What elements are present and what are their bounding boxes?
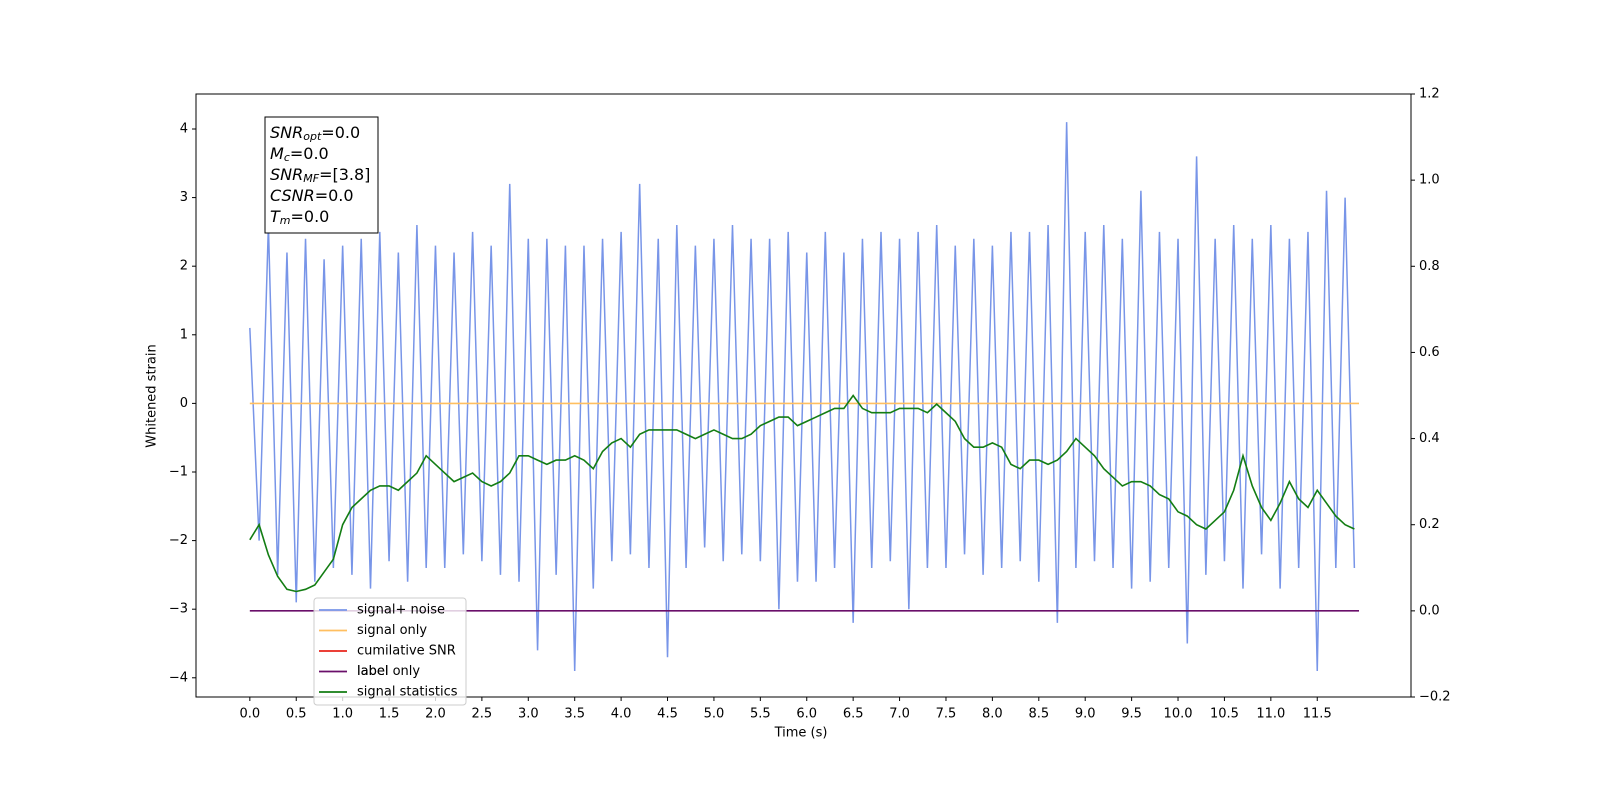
x-tick-label: 9.5 xyxy=(1121,707,1142,722)
stats-line: Mc=0.0 xyxy=(270,144,329,165)
x-tick-label: 6.5 xyxy=(843,707,864,722)
stats-line: Tm=0.0 xyxy=(270,207,329,228)
y2-tick-label: 0.4 xyxy=(1419,431,1440,446)
stats-symbol: SNR xyxy=(270,165,303,184)
stats-line: SNRopt=0.0 xyxy=(270,123,360,144)
y-tick-label: 4 xyxy=(180,121,188,136)
x-tick-label: 9.0 xyxy=(1075,707,1096,722)
x-tick-label: 5.0 xyxy=(704,707,725,722)
x-tick-label: 3.0 xyxy=(518,707,539,722)
y-tick-label: −2 xyxy=(169,533,188,548)
y-tick-label: 2 xyxy=(180,259,188,274)
y-tick-label: −4 xyxy=(169,670,188,685)
x-tick-label: 5.5 xyxy=(750,707,771,722)
x-tick-label: 8.0 xyxy=(982,707,1003,722)
x-tick-label: 1.5 xyxy=(379,707,400,722)
x-tick-label: 11.5 xyxy=(1303,707,1332,722)
stats-sub: c xyxy=(284,151,290,164)
stats-text: =0.0 xyxy=(321,123,360,142)
x-tick-label: 10.5 xyxy=(1210,707,1239,722)
y-tick-label: 0 xyxy=(180,396,188,411)
x-tick-label: 0.0 xyxy=(239,707,260,722)
legend-label: signal statistics xyxy=(357,685,458,700)
series-line xyxy=(249,122,1356,671)
legend-overlap-label: label only xyxy=(357,664,420,679)
x-tick-label: 7.0 xyxy=(889,707,910,722)
y2-tick-label: 1.0 xyxy=(1419,173,1440,188)
stats-symbol: T xyxy=(270,207,281,226)
x-tick-label: 6.0 xyxy=(796,707,817,722)
y-axis-label: Whitened strain xyxy=(145,344,160,447)
stats-box xyxy=(264,116,379,234)
y2-tick-label: 0.0 xyxy=(1419,603,1440,618)
x-tick-label: 4.0 xyxy=(611,707,632,722)
x-tick-label: 2.5 xyxy=(472,707,493,722)
stats-line: CSNR=0.0 xyxy=(270,186,354,205)
stats-text: =0.0 xyxy=(290,144,329,163)
stats-text: =[3.8] xyxy=(319,165,370,184)
stats-sub: MF xyxy=(303,172,319,185)
stats-text: =0.0 xyxy=(291,207,330,226)
x-tick-label: 0.5 xyxy=(286,707,307,722)
legend-label: signal only xyxy=(357,623,427,638)
stats-symbol: M xyxy=(270,144,284,163)
y2-tick-label: 0.8 xyxy=(1419,259,1440,274)
legend-box xyxy=(313,597,467,706)
y-tick-label: −3 xyxy=(169,602,188,617)
stats-sub: m xyxy=(280,214,291,227)
x-tick-label: 11.0 xyxy=(1256,707,1285,722)
stats-symbol: SNR xyxy=(270,123,303,142)
stats-symbol: CSNR xyxy=(270,186,315,205)
y-tick-label: −1 xyxy=(169,464,188,479)
x-tick-label: 4.5 xyxy=(657,707,678,722)
series-line xyxy=(249,394,1355,593)
y2-tick-label: 1.2 xyxy=(1419,87,1440,102)
stats-sub: opt xyxy=(303,130,322,143)
x-tick-label: 3.5 xyxy=(564,707,585,722)
x-tick-label: 2.0 xyxy=(425,707,446,722)
y-tick-label: 1 xyxy=(180,327,188,342)
x-tick-label: 8.5 xyxy=(1028,707,1049,722)
x-axis-label: Time (s) xyxy=(774,726,828,741)
y2-tick-label: −0.2 xyxy=(1419,690,1451,705)
x-tick-label: 1.0 xyxy=(332,707,353,722)
legend-label: cumilative SNR xyxy=(357,644,456,659)
y-tick-label: 3 xyxy=(180,190,188,205)
y2-tick-label: 0.2 xyxy=(1419,517,1440,532)
stats-line: SNRMF=[3.8] xyxy=(270,165,370,186)
legend-label: label xyxy=(357,664,388,679)
x-tick-label: 7.5 xyxy=(936,707,957,722)
x-tick-label: 10.0 xyxy=(1164,707,1193,722)
y2-tick-label: 0.6 xyxy=(1419,345,1440,360)
legend-label: signal+ noise xyxy=(357,603,445,618)
axes-frame xyxy=(195,93,1412,698)
stats-text: =0.0 xyxy=(315,186,354,205)
